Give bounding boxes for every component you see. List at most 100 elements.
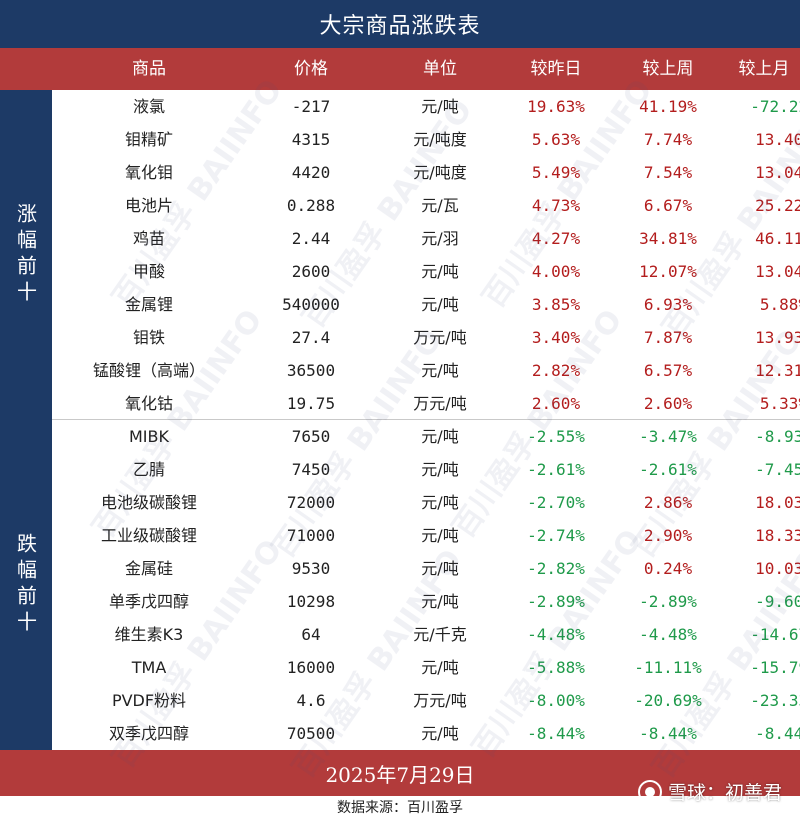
cell-commodity: 维生素K3 xyxy=(114,625,184,644)
brand-mark: 雪球：初善君 xyxy=(637,778,782,805)
cell-price: 70500 xyxy=(286,724,336,743)
cell-vs-last-month: -9.60% xyxy=(755,592,800,611)
cell-price: 540000 xyxy=(282,295,340,314)
cell-unit: 元/吨 xyxy=(421,592,459,611)
cell-unit: 万元/吨 xyxy=(413,691,467,710)
cell-commodity: TMA xyxy=(131,658,167,677)
cell-vs-yesterday: 2.60% xyxy=(531,394,581,413)
column-header-row: 商品 价格 单位 较昨日 较上周 较上月 xyxy=(0,48,800,90)
cell-vs-last-week: -4.48% xyxy=(639,625,697,644)
table-row: 电池片 0.288 元/瓦 4.73% 6.67% 25.22% xyxy=(52,189,800,222)
cell-vs-yesterday: -4.48% xyxy=(527,625,585,644)
cell-vs-last-month: 13.04% xyxy=(755,163,800,182)
table-row: 甲酸 2600 元/吨 4.00% 12.07% 13.04% xyxy=(52,255,800,288)
table-row: MIBK 7650 元/吨 -2.55% -3.47% -8.93% xyxy=(52,420,800,453)
cell-price: 36500 xyxy=(286,361,336,380)
table-row: PVDF粉料 4.6 万元/吨 -8.00% -20.69% -23.33% xyxy=(52,684,800,717)
cell-vs-yesterday: 5.49% xyxy=(531,163,581,182)
group-divider xyxy=(52,419,800,420)
cell-unit: 元/吨 xyxy=(421,361,459,380)
cell-vs-last-week: 7.87% xyxy=(643,328,693,347)
cell-unit: 万元/吨 xyxy=(413,394,467,413)
table-row: 氧化钼 4420 元/吨度 5.49% 7.54% 13.04% xyxy=(52,156,800,189)
cell-price: 7650 xyxy=(291,427,331,446)
cell-unit: 元/吨 xyxy=(421,97,459,116)
cell-vs-last-week: 0.24% xyxy=(643,559,693,578)
cell-price: 9530 xyxy=(291,559,331,578)
cell-unit: 元/羽 xyxy=(421,229,459,248)
table-row: 金属硅 9530 元/吨 -2.82% 0.24% 10.03% xyxy=(52,552,800,585)
cell-unit: 元/吨 xyxy=(421,295,459,314)
cell-vs-yesterday: 3.40% xyxy=(531,328,581,347)
cell-commodity: 钼精矿 xyxy=(124,130,173,149)
cell-price: 4420 xyxy=(291,163,331,182)
cell-unit: 元/吨 xyxy=(421,724,459,743)
cell-vs-last-month: 10.03% xyxy=(755,559,800,578)
table-row: 单季戊四醇 10298 元/吨 -2.89% -2.89% -9.60% xyxy=(52,585,800,618)
cell-commodity: 液氯 xyxy=(132,97,165,116)
cell-unit: 元/吨 xyxy=(421,262,459,281)
table-row: 工业级碳酸锂 71000 元/吨 -2.74% 2.90% 18.33% xyxy=(52,519,800,552)
cell-unit: 元/吨 xyxy=(421,658,459,677)
header-vs-yesterday: 较昨日 xyxy=(530,59,582,79)
cell-commodity: PVDF粉料 xyxy=(111,691,187,710)
cell-price: 2.44 xyxy=(291,229,331,248)
cell-vs-last-month: -8.44% xyxy=(755,724,800,743)
cell-commodity: 电池级碳酸锂 xyxy=(100,493,197,512)
cell-vs-last-week: 12.07% xyxy=(639,262,697,281)
cell-price: -217 xyxy=(291,97,331,116)
cell-vs-yesterday: -5.88% xyxy=(527,658,585,677)
cell-commodity: 金属锂 xyxy=(124,295,173,314)
cell-vs-last-week: 6.57% xyxy=(643,361,693,380)
cell-commodity: MIBK xyxy=(129,427,169,446)
cell-unit: 元/吨 xyxy=(421,526,459,545)
table-row: 氧化钴 19.75 万元/吨 2.60% 2.60% 5.33% xyxy=(52,387,800,420)
cell-vs-last-month: 46.11% xyxy=(755,229,800,248)
cell-unit: 元/吨 xyxy=(421,493,459,512)
cell-vs-yesterday: -2.89% xyxy=(527,592,585,611)
cell-price: 4315 xyxy=(291,130,331,149)
cell-vs-last-month: -15.79% xyxy=(750,658,800,677)
cell-vs-last-month: 5.33% xyxy=(759,394,800,413)
cell-commodity: 甲酸 xyxy=(132,262,165,281)
table-row: 维生素K3 64 元/千克 -4.48% -4.48% -14.67% xyxy=(52,618,800,651)
brand-text: 雪球：初善君 xyxy=(667,782,782,804)
cell-vs-last-month: 25.22% xyxy=(755,196,800,215)
cell-unit: 元/瓦 xyxy=(421,196,459,215)
cell-vs-last-week: 6.67% xyxy=(643,196,693,215)
cell-commodity: 电池片 xyxy=(124,196,173,215)
cell-vs-last-week: -2.61% xyxy=(639,460,697,479)
cell-vs-last-week: 41.19% xyxy=(639,97,697,116)
header-vs-last-week: 较上周 xyxy=(642,59,694,79)
cell-vs-last-month: -14.67% xyxy=(750,625,800,644)
losers-label-text: 跌幅前十 xyxy=(13,533,38,637)
cell-unit: 元/吨度 xyxy=(413,130,467,149)
cell-vs-yesterday: 4.73% xyxy=(531,196,581,215)
table-row: 电池级碳酸锂 72000 元/吨 -2.70% 2.86% 18.03% xyxy=(52,486,800,519)
snowball-logo-icon xyxy=(637,779,662,804)
gainers-label-text: 涨幅前十 xyxy=(13,203,38,307)
cell-commodity: 氧化钼 xyxy=(124,163,173,182)
cell-vs-last-week: -8.44% xyxy=(639,724,697,743)
cell-commodity: 单季戊四醇 xyxy=(108,592,189,611)
cell-unit: 万元/吨 xyxy=(413,328,467,347)
header-price: 价格 xyxy=(294,59,328,79)
cell-vs-yesterday: -2.82% xyxy=(527,559,585,578)
table-title: 大宗商品涨跌表 xyxy=(0,0,800,48)
cell-vs-yesterday: -8.44% xyxy=(527,724,585,743)
cell-vs-last-week: 34.81% xyxy=(639,229,697,248)
cell-vs-yesterday: -2.55% xyxy=(527,427,585,446)
table-row: 液氯 -217 元/吨 19.63% 41.19% -72.22% xyxy=(52,90,800,123)
cell-vs-last-month: 18.33% xyxy=(755,526,800,545)
cell-commodity: 金属硅 xyxy=(124,559,173,578)
header-vs-last-month: 较上月 xyxy=(738,59,790,79)
cell-commodity: 锰酸锂（高端） xyxy=(92,361,205,380)
cell-price: 16000 xyxy=(286,658,336,677)
commodity-table: 液氯 -217 元/吨 19.63% 41.19% -72.22% 钼精矿 4315 元/吨度 5… xyxy=(52,90,800,750)
table-row: 双季戊四醇 70500 元/吨 -8.44% -8.44% -8.44% xyxy=(52,717,800,750)
cell-vs-yesterday: 3.85% xyxy=(531,295,581,314)
cell-vs-yesterday: 5.63% xyxy=(531,130,581,149)
header-unit: 单位 xyxy=(423,59,457,79)
cell-unit: 元/吨 xyxy=(421,559,459,578)
cell-vs-last-month: 12.31% xyxy=(755,361,800,380)
